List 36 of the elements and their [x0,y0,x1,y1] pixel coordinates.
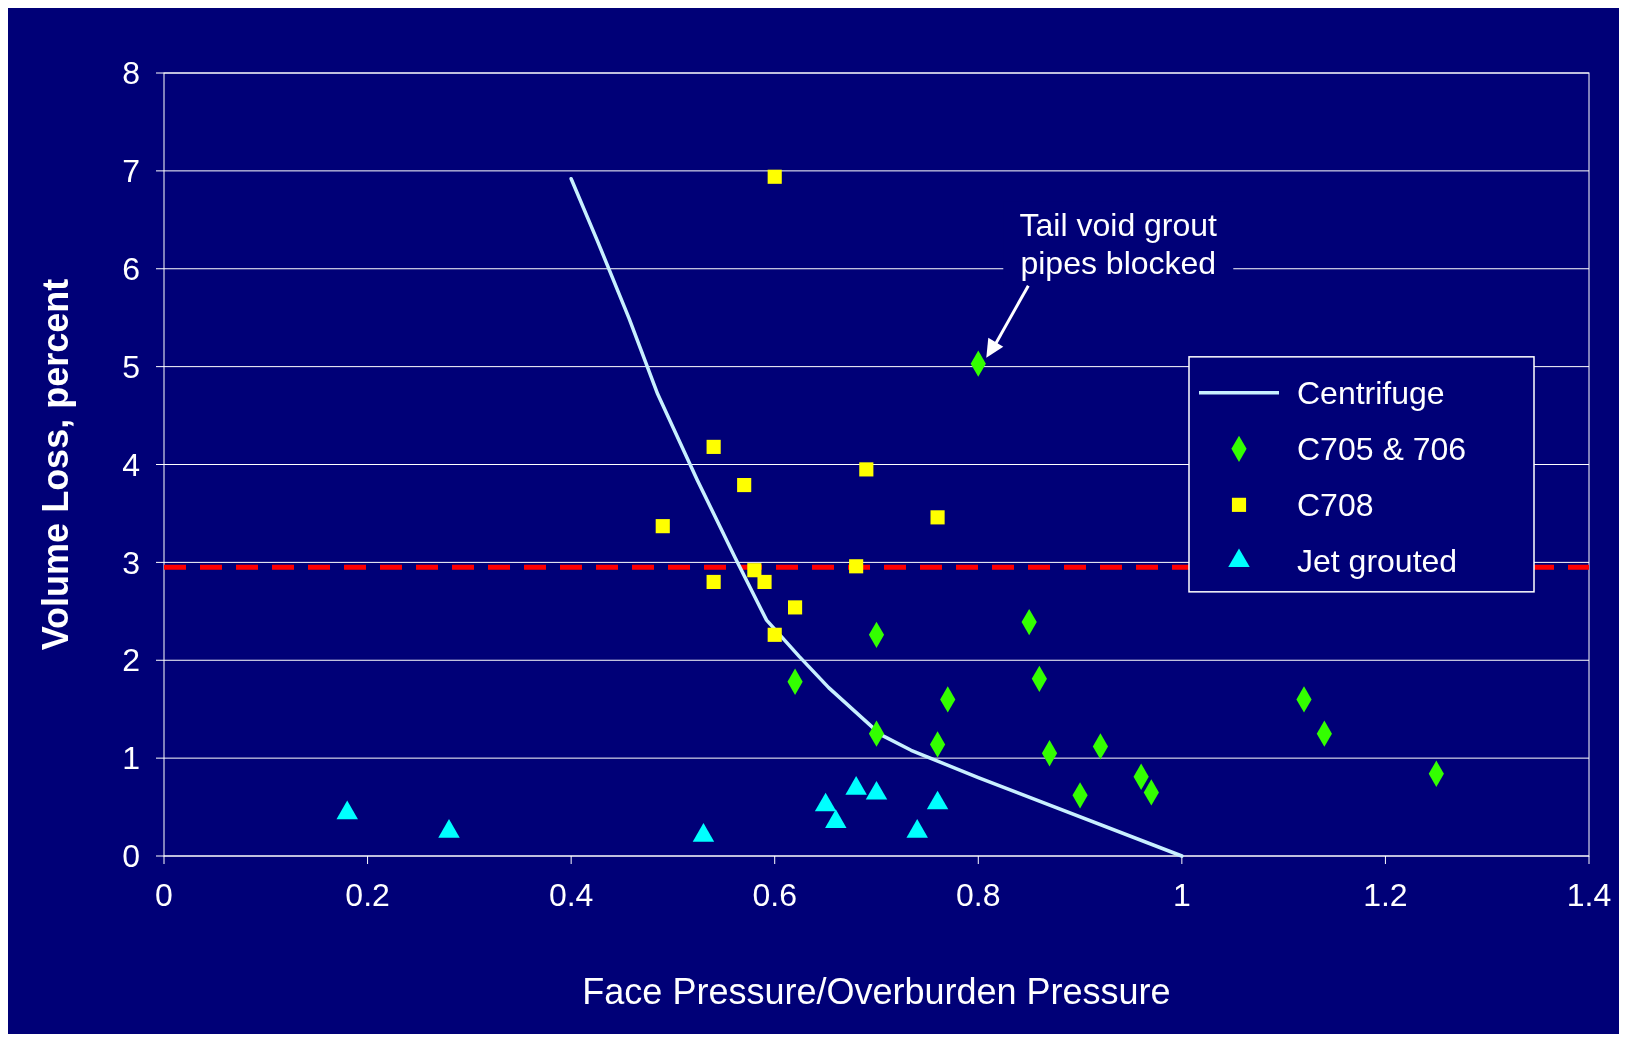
point [706,439,721,454]
legend-label: C708 [1297,487,1374,524]
x-tick-label: 0.6 [752,877,797,913]
point [859,462,874,477]
legend-label: C705 & 706 [1297,431,1467,468]
point [655,519,670,534]
point [737,477,752,493]
y-tick-label: 0 [122,838,140,875]
x-tick-label: 1.2 [1363,877,1408,913]
annotation: Tail void grout pipes blocked [1019,206,1218,282]
y-tick-label: 5 [122,348,140,385]
point [747,563,762,578]
x-tick-label: 0.4 [548,877,594,913]
y-tick-label: 7 [122,153,140,190]
y-tick-label: 6 [122,250,140,287]
y-tick-label: 3 [122,544,140,581]
point [930,510,945,525]
point [849,559,864,574]
point [757,574,772,590]
x-tick-label: 1 [1172,877,1191,913]
x-tick-label: 0 [155,877,173,913]
legend-label: Jet grouted [1297,543,1458,580]
x-tick-label: 0.8 [956,877,1001,913]
x-tick-label: 0.2 [345,877,390,913]
y-tick-label: 8 [122,55,140,92]
legend-label: Centrifuge [1297,375,1445,412]
point [706,574,721,590]
point [788,600,803,615]
y-tick-label: 1 [122,740,140,777]
y-tick-label: 2 [122,642,140,679]
x-axis-title: Face Pressure/Overburden Pressure [582,971,1171,1012]
x-tick-label: 1.4 [1566,877,1612,913]
point [767,627,782,642]
y-tick-label: 4 [122,446,140,483]
y-axis-title: Volume Loss, percent [35,278,76,651]
point [767,169,782,184]
